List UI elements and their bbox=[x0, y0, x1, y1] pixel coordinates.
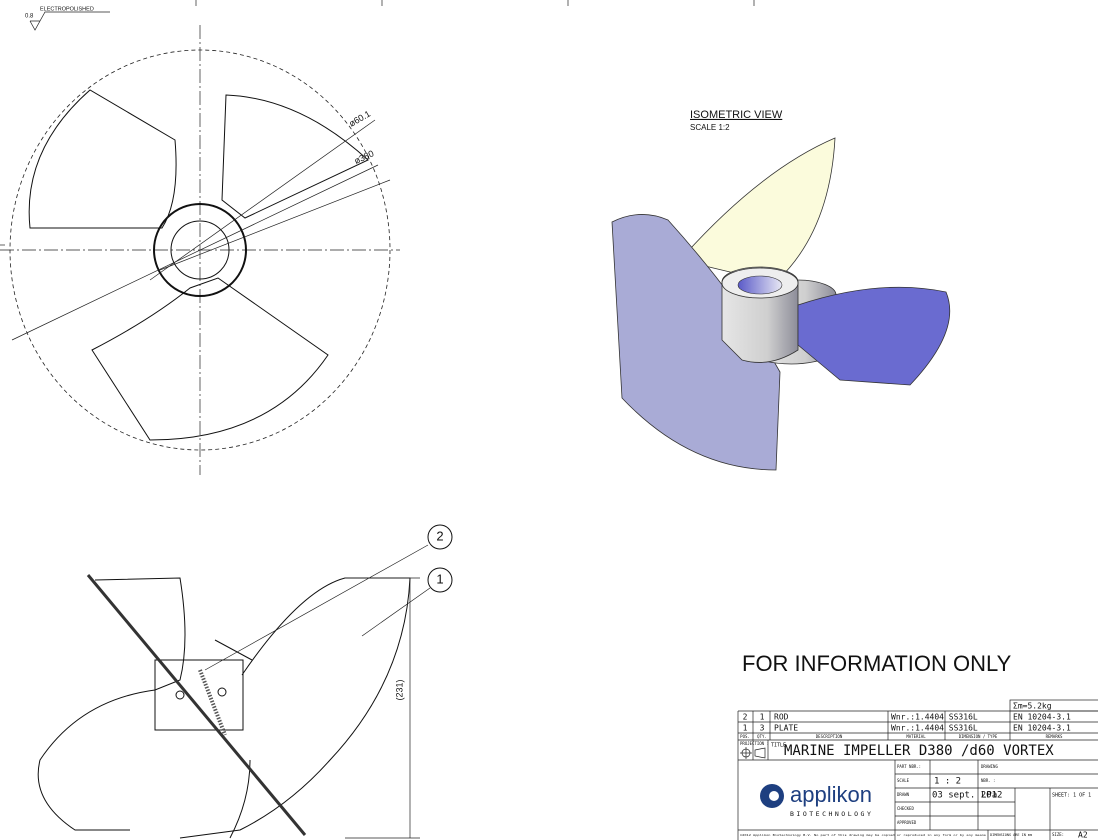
title-block: Σm=5.2kg 2 1 ROD Wnr.:1.4404 SS316L EN 1… bbox=[738, 700, 1098, 840]
drawn-by: LPa bbox=[981, 791, 997, 801]
balloon: 1 bbox=[436, 571, 443, 586]
notice: FOR INFORMATION ONLY bbox=[742, 651, 1012, 676]
roughness-symbol: 0.8 ELECTROPOLISHED bbox=[25, 6, 110, 30]
mass: Σm=5.2kg bbox=[1013, 702, 1052, 711]
roughness-note: ELECTROPOLISHED bbox=[40, 6, 94, 12]
label: DRAWN bbox=[897, 792, 910, 797]
cell: EN 10204-3.1 bbox=[1013, 724, 1071, 733]
column-header: REMARKS bbox=[1046, 734, 1063, 739]
dimension-diameter: ø380 bbox=[353, 148, 376, 166]
cell: 3 bbox=[760, 724, 765, 733]
cell: 1 bbox=[760, 713, 765, 722]
view-title: ISOMETRIC VIEW bbox=[690, 109, 783, 121]
column-header: DESCRIPTION bbox=[816, 734, 843, 739]
column-header: POS. bbox=[740, 734, 750, 739]
copyright: ©2012 Applikon Biotechnology B.V. No par… bbox=[740, 833, 987, 837]
label: SCALE bbox=[897, 778, 910, 783]
column-header: QTY. bbox=[757, 734, 767, 739]
sheet-border bbox=[0, 0, 754, 245]
scale-value: 1 : 2 bbox=[934, 777, 961, 787]
cell: 2 bbox=[743, 713, 748, 722]
cell: EN 10204-3.1 bbox=[1013, 713, 1071, 722]
label: SIZE: bbox=[1052, 832, 1064, 837]
label: CHECKED bbox=[897, 806, 914, 811]
projection-label: PROJECTION : bbox=[740, 741, 769, 746]
company-sub: BIOTECHNOLOGY bbox=[790, 810, 873, 818]
cell: Wnr.:1.4404 SS316L bbox=[891, 724, 978, 733]
column-header: DIMENSION / TYPE bbox=[959, 734, 998, 739]
company-name: applikon bbox=[790, 782, 872, 807]
cell: Wnr.:1.4404 SS316L bbox=[891, 713, 978, 722]
sheet-size: A2 bbox=[1078, 831, 1088, 840]
view-scale: SCALE 1:2 bbox=[690, 123, 730, 132]
cell: PLATE bbox=[774, 724, 798, 733]
label: PART NBR.: bbox=[897, 764, 921, 769]
dimension-hub: ø60.1 bbox=[347, 109, 372, 129]
projection-symbol bbox=[740, 747, 765, 759]
label: APPROVED bbox=[897, 820, 917, 825]
side-view: 2 1 (231) bbox=[38, 525, 452, 838]
label: DRAWING bbox=[981, 764, 998, 769]
company-logo: applikon BIOTECHNOLOGY bbox=[760, 782, 873, 818]
dimensions-note: DIMENSIONS ARE IN mm bbox=[990, 833, 1032, 837]
balloon: 2 bbox=[436, 528, 443, 543]
column-header: MATERIAL bbox=[906, 734, 926, 739]
isometric-view: ISOMETRIC VIEW SCALE 1:2 bbox=[612, 109, 950, 470]
roughness-value: 0.8 bbox=[25, 14, 34, 20]
drawing-sheet: 0.8 ELECTROPOLISHED ø60.1 ø380 ISOMETRIC… bbox=[0, 0, 1098, 840]
label: NBR. : bbox=[981, 778, 995, 783]
cell: 1 bbox=[743, 724, 748, 733]
dimension-height: (231) bbox=[394, 679, 404, 700]
sheet: SHEET: 1 OF 1 bbox=[1052, 793, 1091, 799]
cell: ROD bbox=[774, 713, 789, 722]
top-view: ø60.1 ø380 bbox=[0, 25, 400, 475]
drawing-title: MARINE IMPELLER D380 /d60 VORTEX bbox=[784, 743, 1054, 759]
